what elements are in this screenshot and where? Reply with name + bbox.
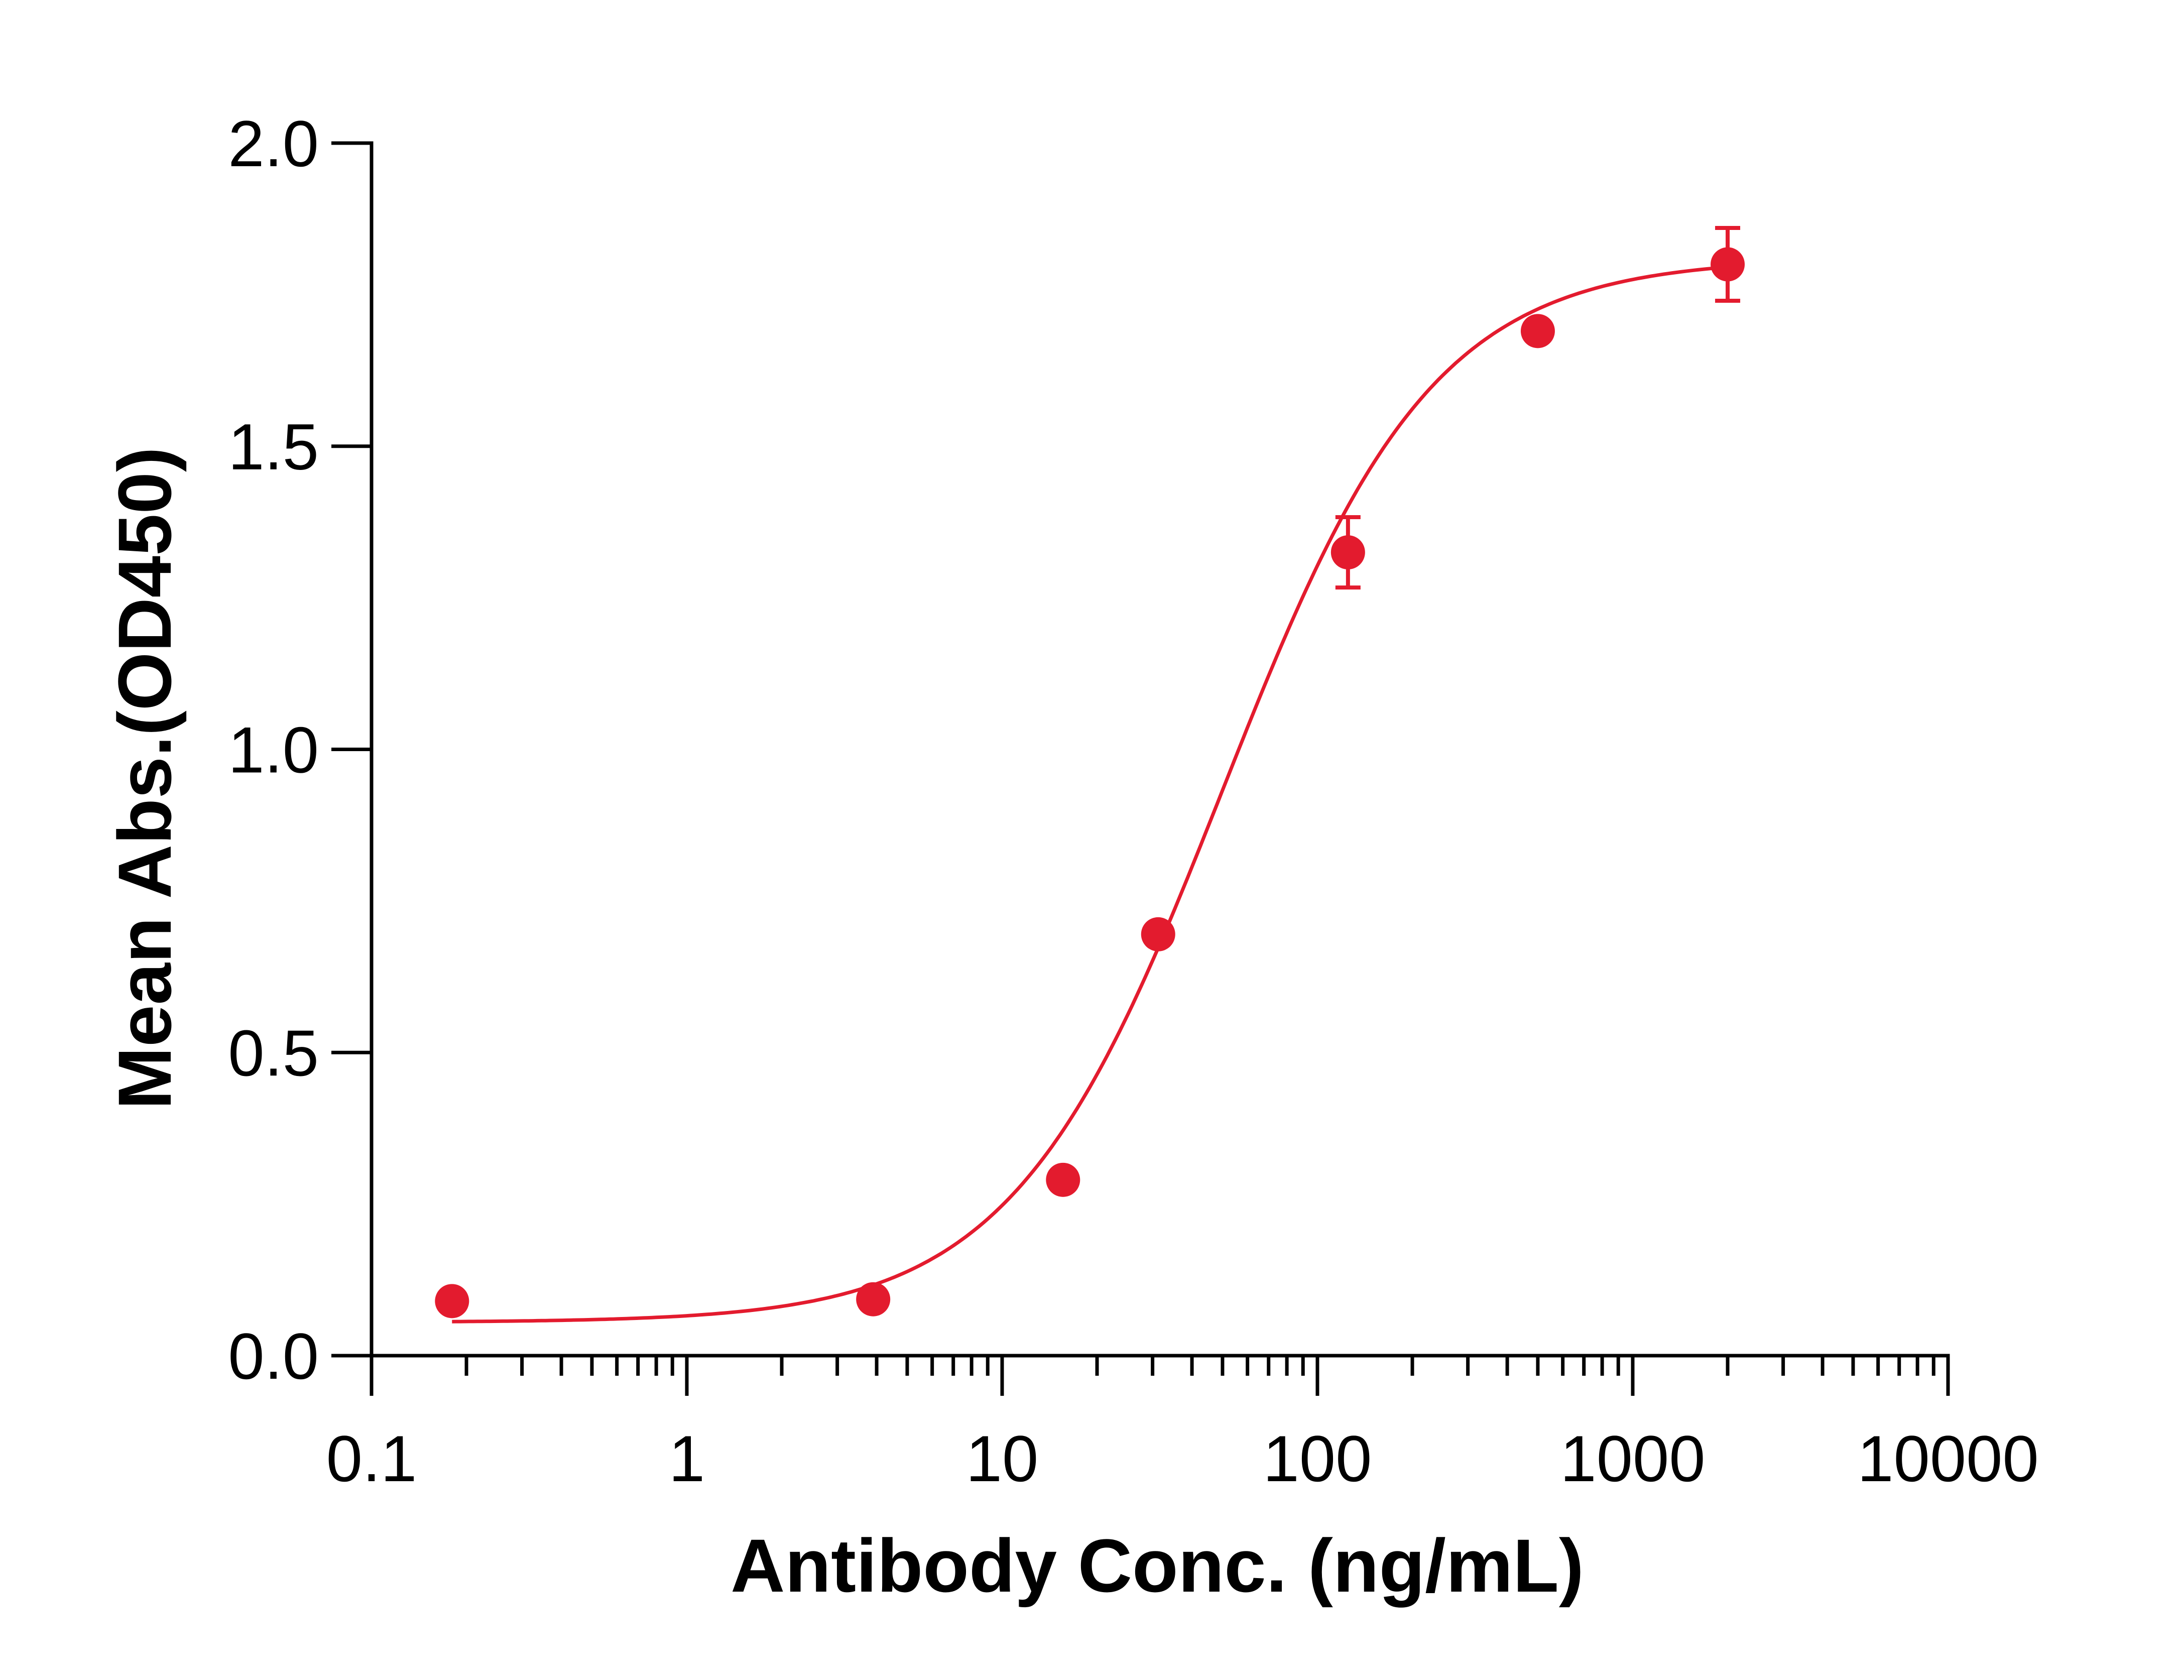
- y-tick-label: 2.0: [228, 107, 319, 180]
- x-tick-label: 0.1: [326, 1422, 417, 1495]
- data-point: [1520, 314, 1555, 348]
- y-axis: 0.0 0.5 1.0 1.5 2.0: [228, 107, 374, 1393]
- fit-curve-layer: [452, 265, 1728, 1324]
- y-tick-label: 1.0: [228, 713, 319, 787]
- data-point: [1141, 917, 1175, 951]
- x-tick-label: 10: [966, 1422, 1039, 1495]
- x-axis-title: Antibody Conc. (ng/mL): [731, 1523, 1584, 1608]
- data-point: [435, 1284, 469, 1318]
- x-tick-label: 1000: [1560, 1422, 1705, 1495]
- data-point: [1330, 535, 1365, 570]
- x-tick-label: 1: [669, 1422, 705, 1495]
- data-point: [856, 1282, 891, 1316]
- x-tick-label: 10000: [1857, 1422, 2039, 1495]
- x-axis: 0.1 1 10 100 1000 10000: [326, 1354, 2039, 1495]
- y-tick-label: 1.5: [228, 410, 319, 484]
- y-tick-label: 0.5: [228, 1016, 319, 1090]
- x-tick-label: 100: [1263, 1422, 1372, 1495]
- data-point: [1711, 247, 1745, 282]
- fit-curve-line: [452, 265, 1728, 1324]
- y-tick-label: 0.0: [228, 1319, 319, 1393]
- data-points-layer: [435, 226, 1745, 1318]
- data-point: [1046, 1162, 1080, 1197]
- y-axis-title: Mean Abs.(OD450): [102, 447, 187, 1110]
